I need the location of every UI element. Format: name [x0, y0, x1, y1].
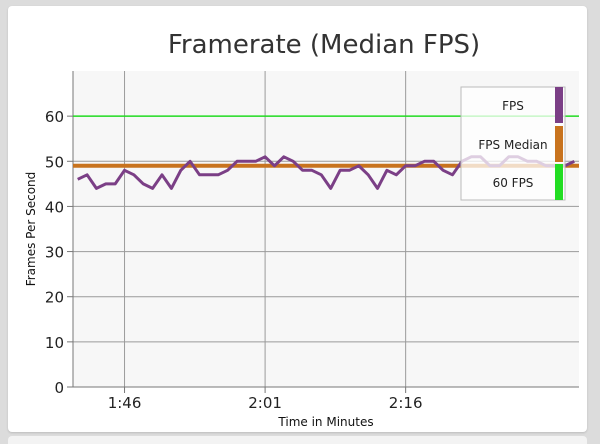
- legend-swatch: [555, 164, 563, 200]
- y-tick-label: 40: [45, 198, 64, 216]
- y-tick-label: 10: [45, 334, 64, 352]
- legend-label: 60 FPS: [493, 176, 534, 190]
- chart-legend: FPS FPS Median 60 FPS: [460, 86, 566, 201]
- tick-labels: 0 10 20 30 40 50 60 1:46 2:01 2:16: [45, 108, 423, 412]
- legend-label: FPS: [502, 99, 524, 113]
- y-tick-label: 60: [45, 108, 64, 126]
- next-card-edge: [8, 436, 587, 444]
- legend-box: [460, 86, 566, 201]
- y-axis-label: Frames Per Second: [24, 172, 38, 287]
- y-tick-label: 50: [45, 153, 64, 171]
- y-tick-label: 20: [45, 289, 64, 307]
- x-axis-label: Time in Minutes: [277, 415, 373, 429]
- y-tick-label: 0: [54, 379, 64, 397]
- axes: [67, 71, 579, 393]
- y-tick-label: 30: [45, 244, 64, 262]
- legend-swatch: [555, 126, 563, 162]
- chart-title: Framerate (Median FPS): [168, 30, 480, 60]
- x-tick-label: 2:16: [389, 394, 423, 412]
- legend-swatch: [555, 87, 563, 123]
- x-tick-label: 2:01: [248, 394, 282, 412]
- x-tick-label: 1:46: [108, 394, 142, 412]
- legend-label: FPS Median: [478, 138, 547, 152]
